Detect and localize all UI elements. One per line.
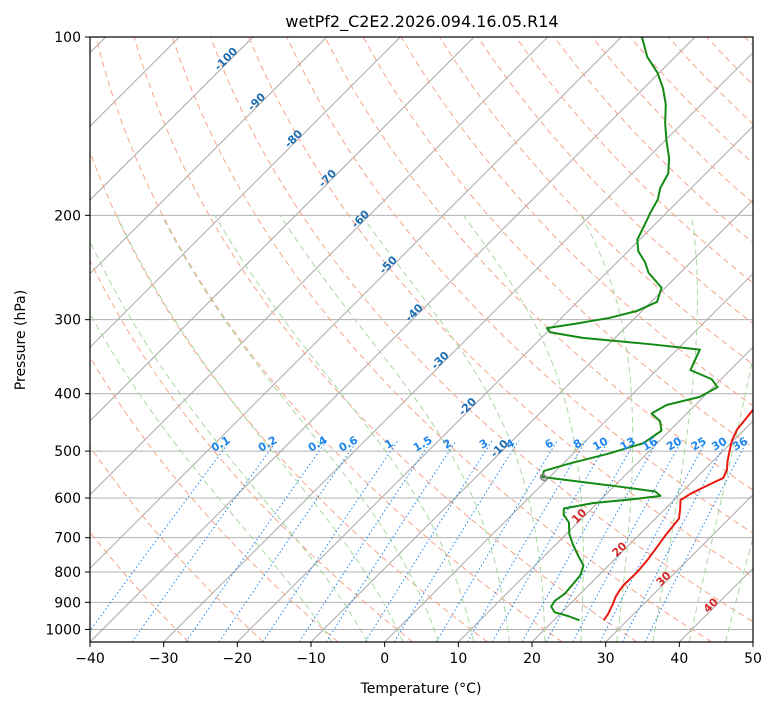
- x-tick-label: 20: [523, 651, 541, 667]
- dry-adiabat-line: [90, 356, 339, 642]
- mixing-ratio-line: [185, 440, 328, 642]
- mixing-ratio-line: [644, 440, 748, 642]
- chart-title: wetPf2_C2E2.2026.094.16.05.R14: [285, 12, 558, 32]
- isotherm-line: [90, 37, 401, 349]
- dry-adiabat-line: [515, 37, 753, 284]
- y-tick-label: 800: [54, 565, 81, 581]
- mixing-ratio-line: [364, 440, 493, 642]
- isotherm-line: [90, 37, 475, 422]
- isotherm-line: [90, 37, 696, 642]
- y-axis-label: Pressure (hPa): [13, 290, 29, 390]
- y-tick-label: 1000: [45, 622, 81, 638]
- y-tick-label: 500: [54, 444, 81, 460]
- grid-layer: [90, 36, 753, 630]
- mixing-ratio-line: [435, 440, 558, 642]
- mixing-ratio-line: [131, 440, 278, 642]
- dry-adiabat-line: [324, 37, 753, 491]
- isotherm-line: [236, 125, 753, 642]
- x-tick-label: −10: [296, 651, 326, 667]
- moist-adiabat-line: [361, 215, 546, 642]
- dry-adiabat-line: [90, 445, 264, 642]
- mixing-ratio-layer: [90, 440, 748, 642]
- isotherm-line: [90, 37, 328, 275]
- y-tick-label: 100: [54, 30, 81, 46]
- isotherm-line: [90, 37, 622, 570]
- isotherm-layer: [90, 37, 753, 642]
- mixing-ratio-line: [521, 440, 637, 642]
- dry-adiabat-line: [210, 37, 753, 623]
- mixing-ratio-line: [90, 440, 231, 632]
- dry-adiabat-line: [171, 37, 712, 642]
- dry-adiabat-line: [90, 259, 414, 642]
- x-tick-label: 40: [670, 651, 688, 667]
- mixing-ratio-line: [545, 440, 659, 642]
- x-tick-label: 0: [380, 651, 389, 667]
- y-tick-label: 600: [54, 491, 81, 507]
- mixing-ratio-line: [298, 440, 432, 642]
- mixing-ratio-line: [262, 440, 399, 642]
- y-tick-label: 900: [54, 595, 81, 611]
- y-tick-label: 300: [54, 313, 81, 329]
- dry-adiabat-line: [95, 37, 563, 642]
- moist-adiabat-line: [116, 215, 404, 642]
- moist-adiabat-line: [652, 215, 699, 642]
- moist-adiabat-line: [462, 215, 584, 642]
- isotherm-line: [605, 493, 753, 642]
- isotherm-line: [457, 346, 753, 642]
- mixing-ratio-line: [325, 440, 457, 642]
- y-tick-label: 200: [54, 208, 81, 224]
- mixing-ratio-line: [467, 440, 587, 642]
- mixing-ratio-line: [572, 440, 683, 642]
- series-layer: [541, 37, 753, 622]
- isotherm-line: [163, 51, 753, 642]
- moist-adiabat-line: [214, 215, 475, 642]
- moist-adiabat-line: [161, 215, 439, 642]
- x-tick-label: 10: [449, 651, 467, 667]
- mixing-ratio-line: [393, 440, 520, 642]
- mixing-ratio-line: [218, 440, 358, 642]
- plot-frame: [89, 36, 754, 643]
- x-tick-label: 30: [597, 651, 615, 667]
- y-tick-label: 700: [54, 531, 81, 547]
- tick-layer: −40 −30 −20 −10 0 10 20 30 40 50 100 200 300 400 500 60…: [45, 30, 762, 667]
- isotherm-line: [90, 37, 549, 496]
- x-tick-label: −30: [149, 651, 179, 667]
- y-tick-label: 400: [54, 387, 81, 403]
- moist-adiabat-line: [90, 312, 333, 642]
- isotherm-line: [531, 420, 753, 642]
- x-tick-label: −20: [223, 651, 253, 667]
- isotherm-line: [384, 272, 753, 642]
- x-tick-label: 50: [744, 651, 762, 667]
- x-axis-label: Temperature (°C): [360, 681, 482, 697]
- temperature-profile-line: [602, 408, 753, 621]
- x-tick-label: −40: [75, 651, 105, 667]
- isotherm-line: [90, 37, 254, 201]
- dry-adiabat-line: [133, 37, 638, 642]
- dry-adiabat-line: [286, 37, 753, 534]
- dewpoint-profile-line: [541, 37, 719, 622]
